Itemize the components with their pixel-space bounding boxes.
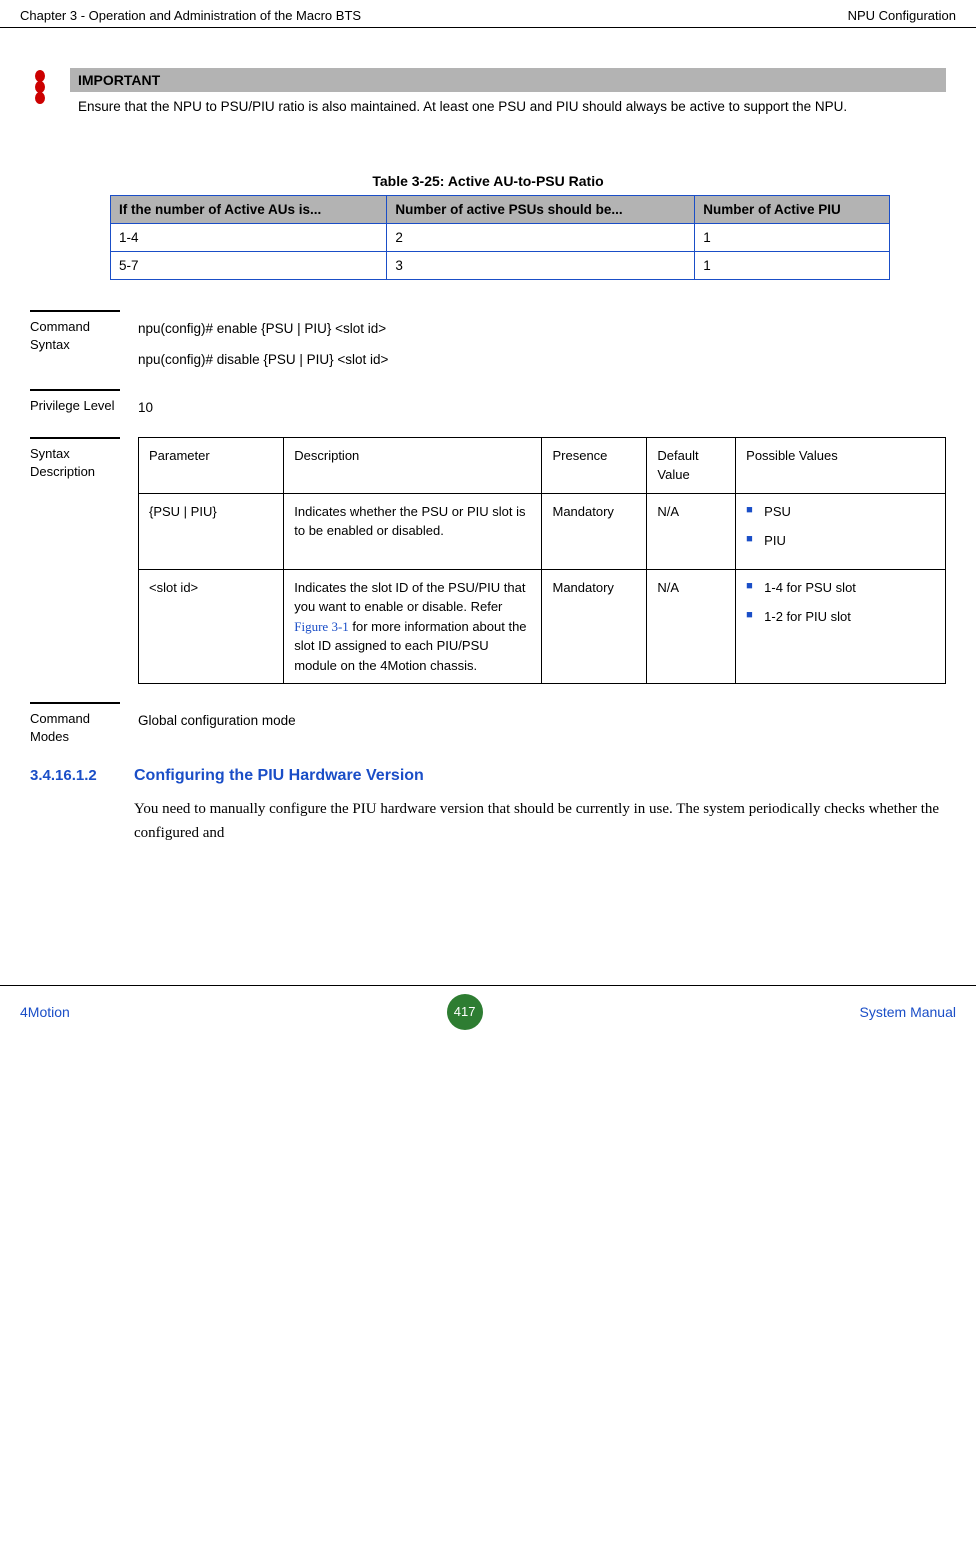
important-icon: [30, 68, 50, 123]
important-callout: IMPORTANT Ensure that the NPU to PSU/PIU…: [30, 68, 946, 123]
syntax-header-cell: Possible Values: [736, 437, 946, 493]
subheading: 3.4.16.1.2 Configuring the PIU Hardware …: [30, 767, 946, 785]
section-content: npu(config)# enable {PSU | PIU} <slot id…: [138, 310, 946, 371]
section-label: Command Modes: [30, 702, 120, 746]
section-content: Global configuration mode: [138, 702, 946, 732]
list-item: 1-4 for PSU slot: [746, 578, 935, 598]
desc-text: Indicates the slot ID of the PSU/PIU tha…: [294, 580, 525, 615]
ratio-header-cell: Number of Active PIU: [695, 195, 890, 223]
ratio-cell: 5-7: [111, 251, 387, 279]
syntax-cell: N/A: [647, 569, 736, 684]
footer-right: System Manual: [860, 1004, 956, 1020]
list-item: PIU: [746, 531, 935, 551]
syntax-cell: Mandatory: [542, 569, 647, 684]
footer-page-number: 417: [447, 994, 483, 1030]
list-item: 1-2 for PIU slot: [746, 607, 935, 627]
ratio-table: If the number of Active AUs is... Number…: [110, 195, 890, 280]
value-list: PSU PIU: [746, 502, 935, 551]
table-header-row: If the number of Active AUs is... Number…: [111, 195, 890, 223]
command-syntax-section: Command Syntax npu(config)# enable {PSU …: [30, 310, 946, 371]
table-row: <slot id> Indicates the slot ID of the P…: [139, 569, 946, 684]
footer-left: 4Motion: [20, 1004, 70, 1020]
table-row: {PSU | PIU} Indicates whether the PSU or…: [139, 493, 946, 569]
syntax-cell: N/A: [647, 493, 736, 569]
ratio-cell: 1-4: [111, 223, 387, 251]
ratio-cell: 2: [387, 223, 695, 251]
ratio-cell: 3: [387, 251, 695, 279]
syntax-header-cell: Parameter: [139, 437, 284, 493]
section-label: Privilege Level: [30, 389, 120, 415]
command-modes-section: Command Modes Global configuration mode: [30, 702, 946, 746]
figure-ref-link[interactable]: Figure 3-1: [294, 619, 349, 634]
syntax-line: npu(config)# disable {PSU | PIU} <slot i…: [138, 349, 946, 371]
value-list: 1-4 for PSU slot 1-2 for PIU slot: [746, 578, 935, 627]
syntax-cell: 1-4 for PSU slot 1-2 for PIU slot: [736, 569, 946, 684]
syntax-header-cell: Default Value: [647, 437, 736, 493]
important-body: Ensure that the NPU to PSU/PIU ratio is …: [70, 92, 946, 123]
syntax-cell: Indicates whether the PSU or PIU slot is…: [284, 493, 542, 569]
ratio-cell: 1: [695, 223, 890, 251]
table-header-row: Parameter Description Presence Default V…: [139, 437, 946, 493]
important-text: IMPORTANT Ensure that the NPU to PSU/PIU…: [70, 68, 946, 123]
syntax-cell: PSU PIU: [736, 493, 946, 569]
page-header: Chapter 3 - Operation and Administration…: [0, 0, 976, 28]
syntax-cell: Mandatory: [542, 493, 647, 569]
section-content: Parameter Description Presence Default V…: [138, 437, 946, 685]
syntax-cell: Indicates the slot ID of the PSU/PIU tha…: [284, 569, 542, 684]
syntax-cell: {PSU | PIU}: [139, 493, 284, 569]
important-title: IMPORTANT: [70, 68, 946, 92]
subheading-number: 3.4.16.1.2: [30, 767, 120, 784]
table-row: 1-4 2 1: [111, 223, 890, 251]
syntax-header-cell: Presence: [542, 437, 647, 493]
syntax-description-section: Syntax Description Parameter Description…: [30, 437, 946, 685]
page-content: IMPORTANT Ensure that the NPU to PSU/PIU…: [0, 28, 976, 865]
ratio-header-cell: Number of active PSUs should be...: [387, 195, 695, 223]
header-left: Chapter 3 - Operation and Administration…: [20, 8, 361, 23]
section-content: 10: [138, 389, 946, 419]
header-right: NPU Configuration: [848, 8, 956, 23]
section-label: Syntax Description: [30, 437, 120, 481]
syntax-line: npu(config)# enable {PSU | PIU} <slot id…: [138, 318, 946, 340]
section-label: Command Syntax: [30, 310, 120, 354]
page-footer: 4Motion 417 System Manual: [0, 985, 976, 1038]
ratio-header-cell: If the number of Active AUs is...: [111, 195, 387, 223]
privilege-section: Privilege Level 10: [30, 389, 946, 419]
table-row: 5-7 3 1: [111, 251, 890, 279]
list-item: PSU: [746, 502, 935, 522]
ratio-table-caption: Table 3-25: Active AU-to-PSU Ratio: [30, 173, 946, 189]
ratio-cell: 1: [695, 251, 890, 279]
body-paragraph: You need to manually configure the PIU h…: [134, 797, 946, 845]
subheading-title: Configuring the PIU Hardware Version: [134, 767, 424, 785]
syntax-table: Parameter Description Presence Default V…: [138, 437, 946, 685]
syntax-header-cell: Description: [284, 437, 542, 493]
syntax-cell: <slot id>: [139, 569, 284, 684]
